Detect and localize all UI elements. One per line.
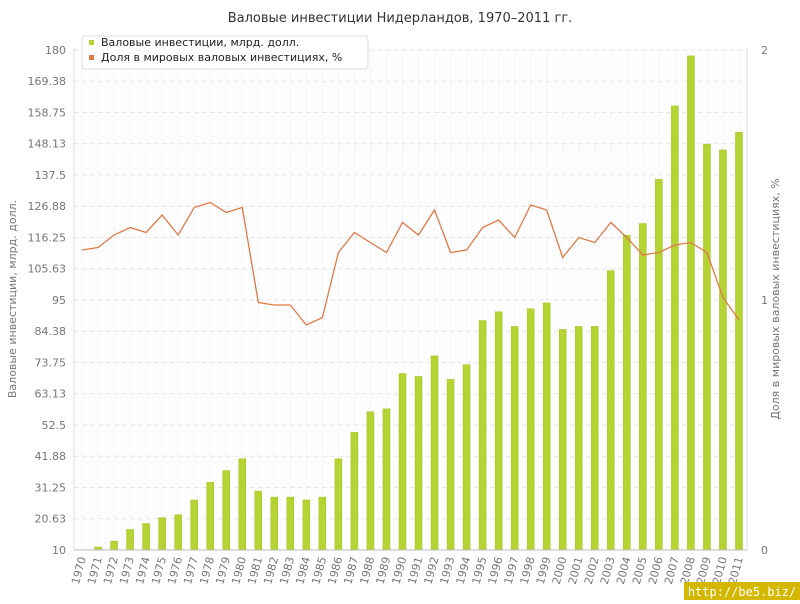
y-tick-label: 52.5 [42, 419, 67, 432]
bar [719, 149, 727, 551]
bar [430, 355, 439, 551]
y-tick-label: 31.25 [35, 482, 67, 495]
y-tick-label: 10 [52, 544, 66, 557]
bar [366, 411, 375, 551]
bar [270, 496, 279, 551]
y-tick-label: 116.25 [28, 232, 67, 245]
bar [302, 499, 311, 551]
y-tick-label: 169.38 [28, 75, 67, 88]
y2-tick-label: 0 [761, 544, 768, 557]
bar [526, 308, 535, 551]
watermark-badge [684, 582, 800, 600]
bar [142, 523, 150, 551]
bar [591, 326, 599, 551]
watermark: http://be5.biz/ [684, 582, 800, 600]
bar [382, 408, 391, 551]
bar [398, 373, 407, 551]
line-series [81, 201, 740, 326]
y2-tick-label: 1 [761, 294, 768, 307]
y-tick-label: 148.13 [28, 138, 67, 151]
bar [126, 529, 134, 551]
bar [414, 376, 423, 551]
y-tick-label: 158.75 [28, 107, 67, 120]
y-tick-label: 105.63 [28, 263, 67, 276]
share-line [81, 201, 740, 326]
y-tick-label: 41.88 [35, 450, 67, 463]
y-tick-label: 73.75 [35, 357, 67, 370]
bar [639, 223, 647, 551]
y-tick-label: 84.38 [35, 325, 67, 338]
bar [350, 432, 359, 551]
y-tick-label: 137.5 [35, 169, 67, 182]
bar [623, 235, 631, 551]
y-tick-label: 126.88 [28, 200, 67, 213]
y-tick-label: 63.13 [35, 388, 67, 401]
bar [607, 270, 615, 551]
bar [318, 496, 327, 551]
y-axis-label: Валовые инвестиции, млрд. долл. [6, 200, 19, 398]
watermark-text: http://be5.biz/ [688, 585, 796, 599]
bar [334, 458, 343, 551]
y2-tick-label: 2 [761, 44, 768, 57]
bar [735, 132, 743, 551]
bar [238, 458, 246, 551]
axes [73, 48, 748, 551]
plot-area [74, 48, 747, 550]
legend-swatch-line [89, 55, 94, 60]
bar [158, 517, 166, 551]
bar [542, 302, 551, 551]
bar [671, 105, 679, 551]
bar [558, 329, 567, 551]
bar [174, 514, 182, 551]
bar [110, 540, 118, 551]
bar [462, 364, 471, 551]
bar [446, 379, 455, 551]
bar [703, 143, 711, 551]
bar [478, 320, 487, 551]
legend-item-bars: Валовые инвестиции, млрд. долл. [101, 36, 299, 49]
bar [222, 470, 230, 551]
bar [655, 179, 663, 551]
bar [254, 490, 263, 551]
y-tick-label: 95 [52, 294, 66, 307]
legend-swatch-bars [89, 40, 94, 45]
bar [206, 482, 214, 551]
bar [510, 326, 519, 551]
chart-title: Валовые инвестиции Нидерландов, 1970–201… [228, 11, 573, 26]
bar [575, 326, 583, 551]
y2-axis-label: Доля в мировых валовых инвестициях, % [769, 178, 782, 419]
y2-axis-ticks: 0 1 2 [761, 44, 768, 557]
legend-box [81, 35, 369, 70]
bar [494, 311, 503, 551]
legend-item-line: Доля в мировых валовых инвестициях, % [101, 51, 342, 64]
y-axis-ticks: 10 20.63 31.25 41.88 52.5 63.13 73.75 84.38 95 10… [28, 44, 67, 557]
legend: Валовые инвестиции, млрд. долл. Доля в м… [81, 35, 369, 70]
bar [190, 499, 198, 551]
bar [286, 496, 295, 551]
y-tick-label: 180 [45, 44, 66, 57]
y-tick-label: 20.63 [35, 513, 67, 526]
bar [687, 55, 695, 551]
